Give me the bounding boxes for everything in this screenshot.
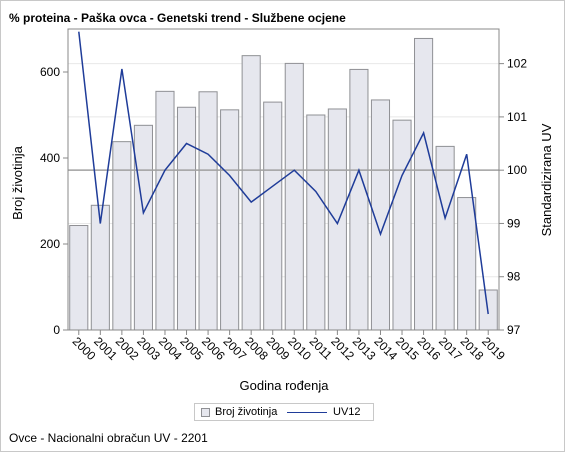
- y-tick-label: 0: [53, 323, 60, 337]
- legend-line-swatch: [287, 411, 327, 413]
- bar: [392, 119, 412, 331]
- x-tick-label: 2015: [393, 334, 422, 363]
- chart-legend: Broj životinja UV12: [194, 403, 374, 421]
- bar: [133, 124, 153, 331]
- y-tick-label: 200: [40, 237, 60, 251]
- x-tick-label: 2007: [220, 334, 249, 363]
- y2-tick-label: 98: [507, 270, 521, 284]
- y-tick-label: 600: [40, 65, 60, 79]
- y2-axis-title: Standardizirana UV: [539, 123, 554, 236]
- chart-footnote: Ovce - Nacionalni obračun UV - 2201: [9, 431, 208, 445]
- legend-line-label: UV12: [333, 406, 361, 418]
- x-tick-label: 2002: [113, 334, 142, 363]
- y2-tick-label: 99: [507, 216, 521, 230]
- legend-bar-swatch: [201, 407, 210, 417]
- bar: [176, 106, 197, 331]
- bar: [306, 114, 326, 331]
- bar: [284, 62, 304, 331]
- bar: [435, 145, 455, 331]
- plot-frame: [67, 28, 500, 331]
- series-line-uv12: [78, 31, 489, 315]
- x-tick-label: 2004: [156, 334, 185, 363]
- bar: [414, 37, 434, 331]
- bar: [327, 108, 347, 331]
- bar-layer: [69, 37, 498, 331]
- line-layer: [78, 31, 489, 315]
- x-tick-label: 2019: [479, 334, 508, 363]
- y2-tick-label: 97: [507, 323, 521, 337]
- y-axis-title: Broj životinja: [10, 145, 25, 219]
- x-tick-label: 2013: [350, 334, 379, 363]
- y2-tick-label: 100: [507, 163, 527, 177]
- y2-tick-label: 102: [507, 57, 527, 71]
- x-tick-label: 2011: [307, 334, 335, 362]
- legend-item-bar: Broj životinja: [201, 406, 277, 418]
- x-tick-label: 2003: [134, 334, 163, 363]
- legend-bar-label: Broj životinja: [215, 406, 278, 418]
- x-tick-label: 2012: [328, 334, 357, 363]
- bar: [69, 225, 89, 331]
- x-tick-label: 2017: [436, 334, 465, 363]
- y2-tick-label: 101: [507, 110, 527, 124]
- x-tick-label: 2005: [177, 334, 206, 363]
- x-tick-label: 2006: [199, 334, 228, 363]
- bar: [155, 90, 175, 331]
- x-tick-label: 2010: [285, 334, 314, 363]
- y-tick-label: 400: [40, 151, 60, 165]
- x-tick-label: 2014: [371, 334, 400, 363]
- bar: [457, 197, 477, 331]
- bar: [220, 109, 240, 331]
- x-tick-label: 2000: [70, 334, 99, 363]
- bar: [241, 55, 261, 331]
- bar: [198, 91, 218, 331]
- x-tick-label: 2008: [242, 334, 271, 363]
- bar: [263, 101, 283, 331]
- bar: [349, 68, 369, 331]
- x-tick-label: 2009: [264, 334, 293, 363]
- bar: [90, 204, 110, 331]
- x-axis-title: Godina rođenja: [240, 378, 330, 393]
- chart-title: % proteina - Paška ovca - Genetski trend…: [9, 11, 346, 25]
- grid-layer: [68, 63, 499, 331]
- x-tick-label: 2001: [91, 334, 120, 363]
- x-tick-label: 2016: [414, 334, 443, 363]
- x-tick-label: 2018: [458, 334, 487, 363]
- legend-item-line: UV12: [287, 406, 361, 418]
